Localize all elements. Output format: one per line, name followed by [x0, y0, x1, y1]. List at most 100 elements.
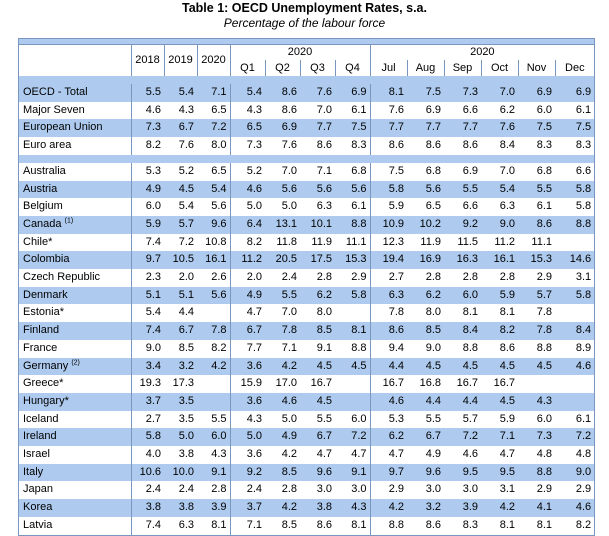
- table-row: Denmark 5.1 5.1 5.6 4.9 5.5 6.2 5.8 6.3 6.2 6.0 5.9…: [19, 286, 595, 305]
- country-name-text: Colombia: [23, 253, 70, 266]
- value-cell: 5.6: [265, 180, 300, 199]
- value-cell: 3.5: [164, 392, 197, 411]
- table-row: OECD - Total 5.5 5.4 7.1 5.4 8.6 7.6 6.9 8.1 7.5 7…: [19, 84, 595, 102]
- country-name: Denmark: [19, 286, 131, 305]
- value-cell: 8.0: [300, 304, 335, 323]
- country-name: Czech Republic: [19, 269, 131, 287]
- value-cell: 5.8: [555, 198, 595, 216]
- value-cell: 10.8: [197, 233, 230, 252]
- value-cell: 5.6: [300, 180, 335, 199]
- value-cell: 8.1: [197, 516, 230, 535]
- country-name: Canada (1): [19, 215, 131, 234]
- value-cell: [335, 392, 370, 411]
- country-name-text: Finland: [23, 324, 60, 337]
- value-cell: 8.8: [335, 215, 370, 234]
- value-cell: 2.7: [130, 410, 164, 429]
- value-cell: 7.0: [300, 101, 335, 120]
- value-cell: 5.5: [197, 410, 230, 429]
- value-cell: 4.9: [407, 446, 444, 464]
- value-cell: 6.2: [407, 286, 444, 305]
- value-cell: 12.3: [369, 233, 407, 252]
- country-name-text: Germany: [23, 359, 69, 372]
- value-cell: 4.1: [518, 499, 555, 517]
- value-cell: 3.4: [130, 357, 164, 376]
- value-cell: 7.6: [265, 137, 300, 155]
- value-cell: 9.1: [300, 339, 335, 358]
- value-cell: 7.1: [229, 516, 265, 535]
- value-cell: 8.6: [481, 339, 518, 358]
- col-header-month: Aug: [406, 60, 444, 76]
- table-row: Euro area 8.2 7.6 8.0 7.3 7.6 8.6 8.3 8.6 8.6 8.6 8…: [19, 137, 595, 155]
- value-cell: 6.7: [229, 322, 265, 340]
- col-header-year: 2020: [196, 44, 230, 76]
- value-cell: 4.5: [164, 180, 197, 199]
- value-cell: 4.6: [369, 392, 407, 411]
- value-cell: [555, 375, 595, 393]
- value-cell: 4.3: [335, 499, 370, 517]
- col-header-month: Oct: [480, 60, 518, 76]
- value-cell: 9.0: [481, 215, 518, 234]
- value-cell: 5.5: [444, 180, 481, 199]
- value-cell: [197, 375, 230, 393]
- value-cell: 4.6: [265, 392, 300, 411]
- value-cell: 4.4: [407, 392, 444, 411]
- value-cell: 7.8: [197, 322, 230, 340]
- country-name-text: Austria: [23, 182, 58, 195]
- value-cell: 5.4: [130, 304, 164, 323]
- value-cell: 7.4: [130, 516, 164, 535]
- value-cell: 6.0: [335, 410, 370, 429]
- value-cell: 8.2: [555, 516, 595, 535]
- value-cell: 9.7: [369, 463, 407, 482]
- country-name: Greece*: [19, 375, 131, 393]
- value-cell: [197, 392, 230, 411]
- table-row: Italy 10.6 10.0 9.1 9.2 8.5 9.6 9.1 9.7 9.6 9.5 9.5…: [19, 463, 595, 482]
- value-cell: 11.1: [335, 233, 370, 252]
- country-name-text: Euro area: [23, 139, 72, 152]
- value-cell: 6.7: [164, 322, 197, 340]
- value-cell: 4.3: [229, 410, 265, 429]
- value-cell: 8.1: [444, 304, 481, 323]
- value-cell: 2.4: [164, 481, 197, 500]
- col-header-quarter: Q3: [299, 60, 335, 76]
- value-cell: 6.8: [407, 162, 444, 181]
- table-row: Japan 2.4 2.4 2.8 2.4 2.8 3.0 3.0 2.9 3.0 3.0 3.1 2.…: [19, 481, 595, 500]
- col-header-month: Nov: [517, 60, 555, 76]
- table-row: Belgium 6.0 5.4 5.6 5.0 5.0 6.3 6.1 5.9 6.5 6.6 6.3…: [19, 198, 595, 216]
- value-cell: 20.5: [265, 251, 300, 270]
- value-cell: 7.0: [481, 162, 518, 181]
- value-cell: 5.0: [229, 428, 265, 447]
- value-cell: 5.9: [481, 286, 518, 305]
- value-cell: 5.8: [555, 180, 595, 199]
- value-cell: 5.6: [197, 198, 230, 216]
- value-cell: 7.3: [518, 428, 555, 447]
- value-cell: 6.7: [300, 428, 335, 447]
- value-cell: 4.7: [300, 446, 335, 464]
- value-cell: 6.1: [335, 198, 370, 216]
- value-cell: 4.7: [229, 304, 265, 323]
- value-cell: 4.7: [481, 446, 518, 464]
- value-cell: 8.0: [197, 137, 230, 155]
- value-cell: 6.0: [444, 286, 481, 305]
- value-cell: 2.8: [197, 481, 230, 500]
- value-cell: 6.0: [518, 101, 555, 120]
- value-cell: 5.2: [229, 162, 265, 181]
- value-cell: 6.7: [164, 119, 197, 138]
- value-cell: 4.2: [265, 446, 300, 464]
- value-cell: 2.8: [300, 269, 335, 287]
- value-cell: 5.4: [229, 84, 265, 102]
- unemployment-table: 2018 2019 2020 2020 2020 Q1 Q2 Q3 Q4 Jul…: [19, 39, 595, 535]
- value-cell: 4.5: [444, 357, 481, 376]
- value-cell: 6.3: [164, 516, 197, 535]
- value-cell: 7.0: [265, 162, 300, 181]
- value-cell: 15.9: [229, 375, 265, 393]
- value-cell: 8.6: [369, 322, 407, 340]
- country-name-text: Korea: [23, 501, 53, 514]
- value-cell: 7.4: [130, 322, 164, 340]
- value-cell: 4.9: [229, 286, 265, 305]
- value-cell: 6.2: [300, 286, 335, 305]
- value-cell: 7.6: [300, 84, 335, 102]
- table-row: Czech Republic 2.3 2.0 2.6 2.0 2.4 2.8 2.9 2.7 2.…: [19, 269, 595, 287]
- month-group-header: 2020: [369, 44, 595, 60]
- value-cell: 4.5: [481, 392, 518, 411]
- value-cell: 8.0: [407, 304, 444, 323]
